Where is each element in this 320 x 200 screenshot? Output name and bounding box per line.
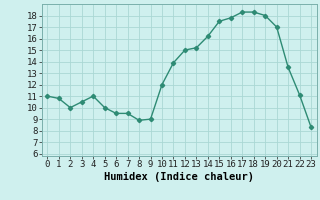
X-axis label: Humidex (Indice chaleur): Humidex (Indice chaleur) — [104, 172, 254, 182]
